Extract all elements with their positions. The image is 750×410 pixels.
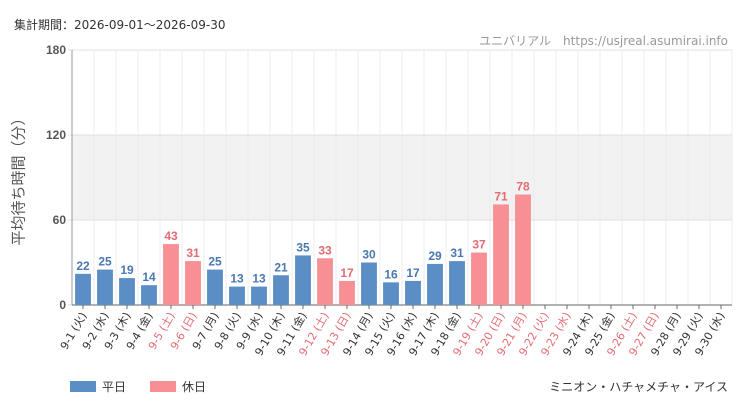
bar-value-label: 13 xyxy=(230,272,244,286)
bar-value-label: 71 xyxy=(494,189,508,203)
bar-value-label: 29 xyxy=(428,249,442,263)
bar-value-label: 43 xyxy=(164,229,178,243)
bar-value-label: 33 xyxy=(318,243,332,257)
bar-value-label: 25 xyxy=(98,255,112,269)
bar-value-label: 14 xyxy=(142,270,156,284)
bar xyxy=(75,273,91,305)
bar xyxy=(493,204,509,305)
bar-value-label: 19 xyxy=(120,263,134,277)
legend-label-weekday: 平日 xyxy=(102,380,127,394)
bar xyxy=(97,269,113,305)
y-tick-label: 0 xyxy=(59,298,66,312)
bar xyxy=(273,275,289,305)
bar-value-label: 25 xyxy=(208,255,222,269)
bar xyxy=(207,269,223,305)
bar xyxy=(251,286,267,305)
legend: 平日 休日 xyxy=(70,378,230,395)
bar-value-label: 31 xyxy=(186,246,200,260)
legend-label-holiday: 休日 xyxy=(182,380,207,394)
bar-value-label: 31 xyxy=(450,246,464,260)
ride-name: ミニオン・ハチャメチャ・アイス xyxy=(549,380,728,394)
bar-value-label: 13 xyxy=(252,272,266,286)
legend-item-weekday: 平日 xyxy=(70,378,126,395)
legend-swatch-weekday xyxy=(70,381,96,392)
legend-swatch-holiday xyxy=(150,381,177,392)
bar xyxy=(383,282,399,305)
bar xyxy=(471,252,487,305)
credit-label: ユニバリアル https://usjreal.asumirai.info xyxy=(479,34,728,48)
bar xyxy=(427,263,443,305)
bar xyxy=(515,194,531,305)
bar-value-label: 21 xyxy=(274,260,288,274)
bar xyxy=(295,255,311,305)
bar xyxy=(185,261,201,305)
period-label: 集計期間：2026-09-01〜2026-09-30 xyxy=(14,18,226,32)
bar xyxy=(229,286,245,305)
bar xyxy=(405,280,421,305)
bar xyxy=(361,262,377,305)
bar-value-label: 78 xyxy=(516,180,530,194)
bar-value-label: 30 xyxy=(362,248,376,262)
bar-value-label: 17 xyxy=(406,266,420,280)
legend-item-holiday: 休日 xyxy=(150,378,206,395)
bar xyxy=(141,285,157,305)
bar-value-label: 16 xyxy=(384,267,398,281)
y-tick-label: 60 xyxy=(53,213,67,227)
bar xyxy=(339,280,355,305)
bar xyxy=(449,261,465,305)
bar xyxy=(317,258,333,305)
bar-value-label: 17 xyxy=(340,266,354,280)
bar xyxy=(119,278,135,305)
bar-value-label: 22 xyxy=(76,259,90,273)
y-axis-title-text: 平均待ち時間（分） xyxy=(9,110,28,246)
bar xyxy=(163,244,179,305)
y-tick-label: 120 xyxy=(46,128,66,142)
y-tick-label: 180 xyxy=(46,43,66,57)
bar-value-label: 35 xyxy=(296,240,310,254)
bar-value-label: 37 xyxy=(472,238,486,252)
